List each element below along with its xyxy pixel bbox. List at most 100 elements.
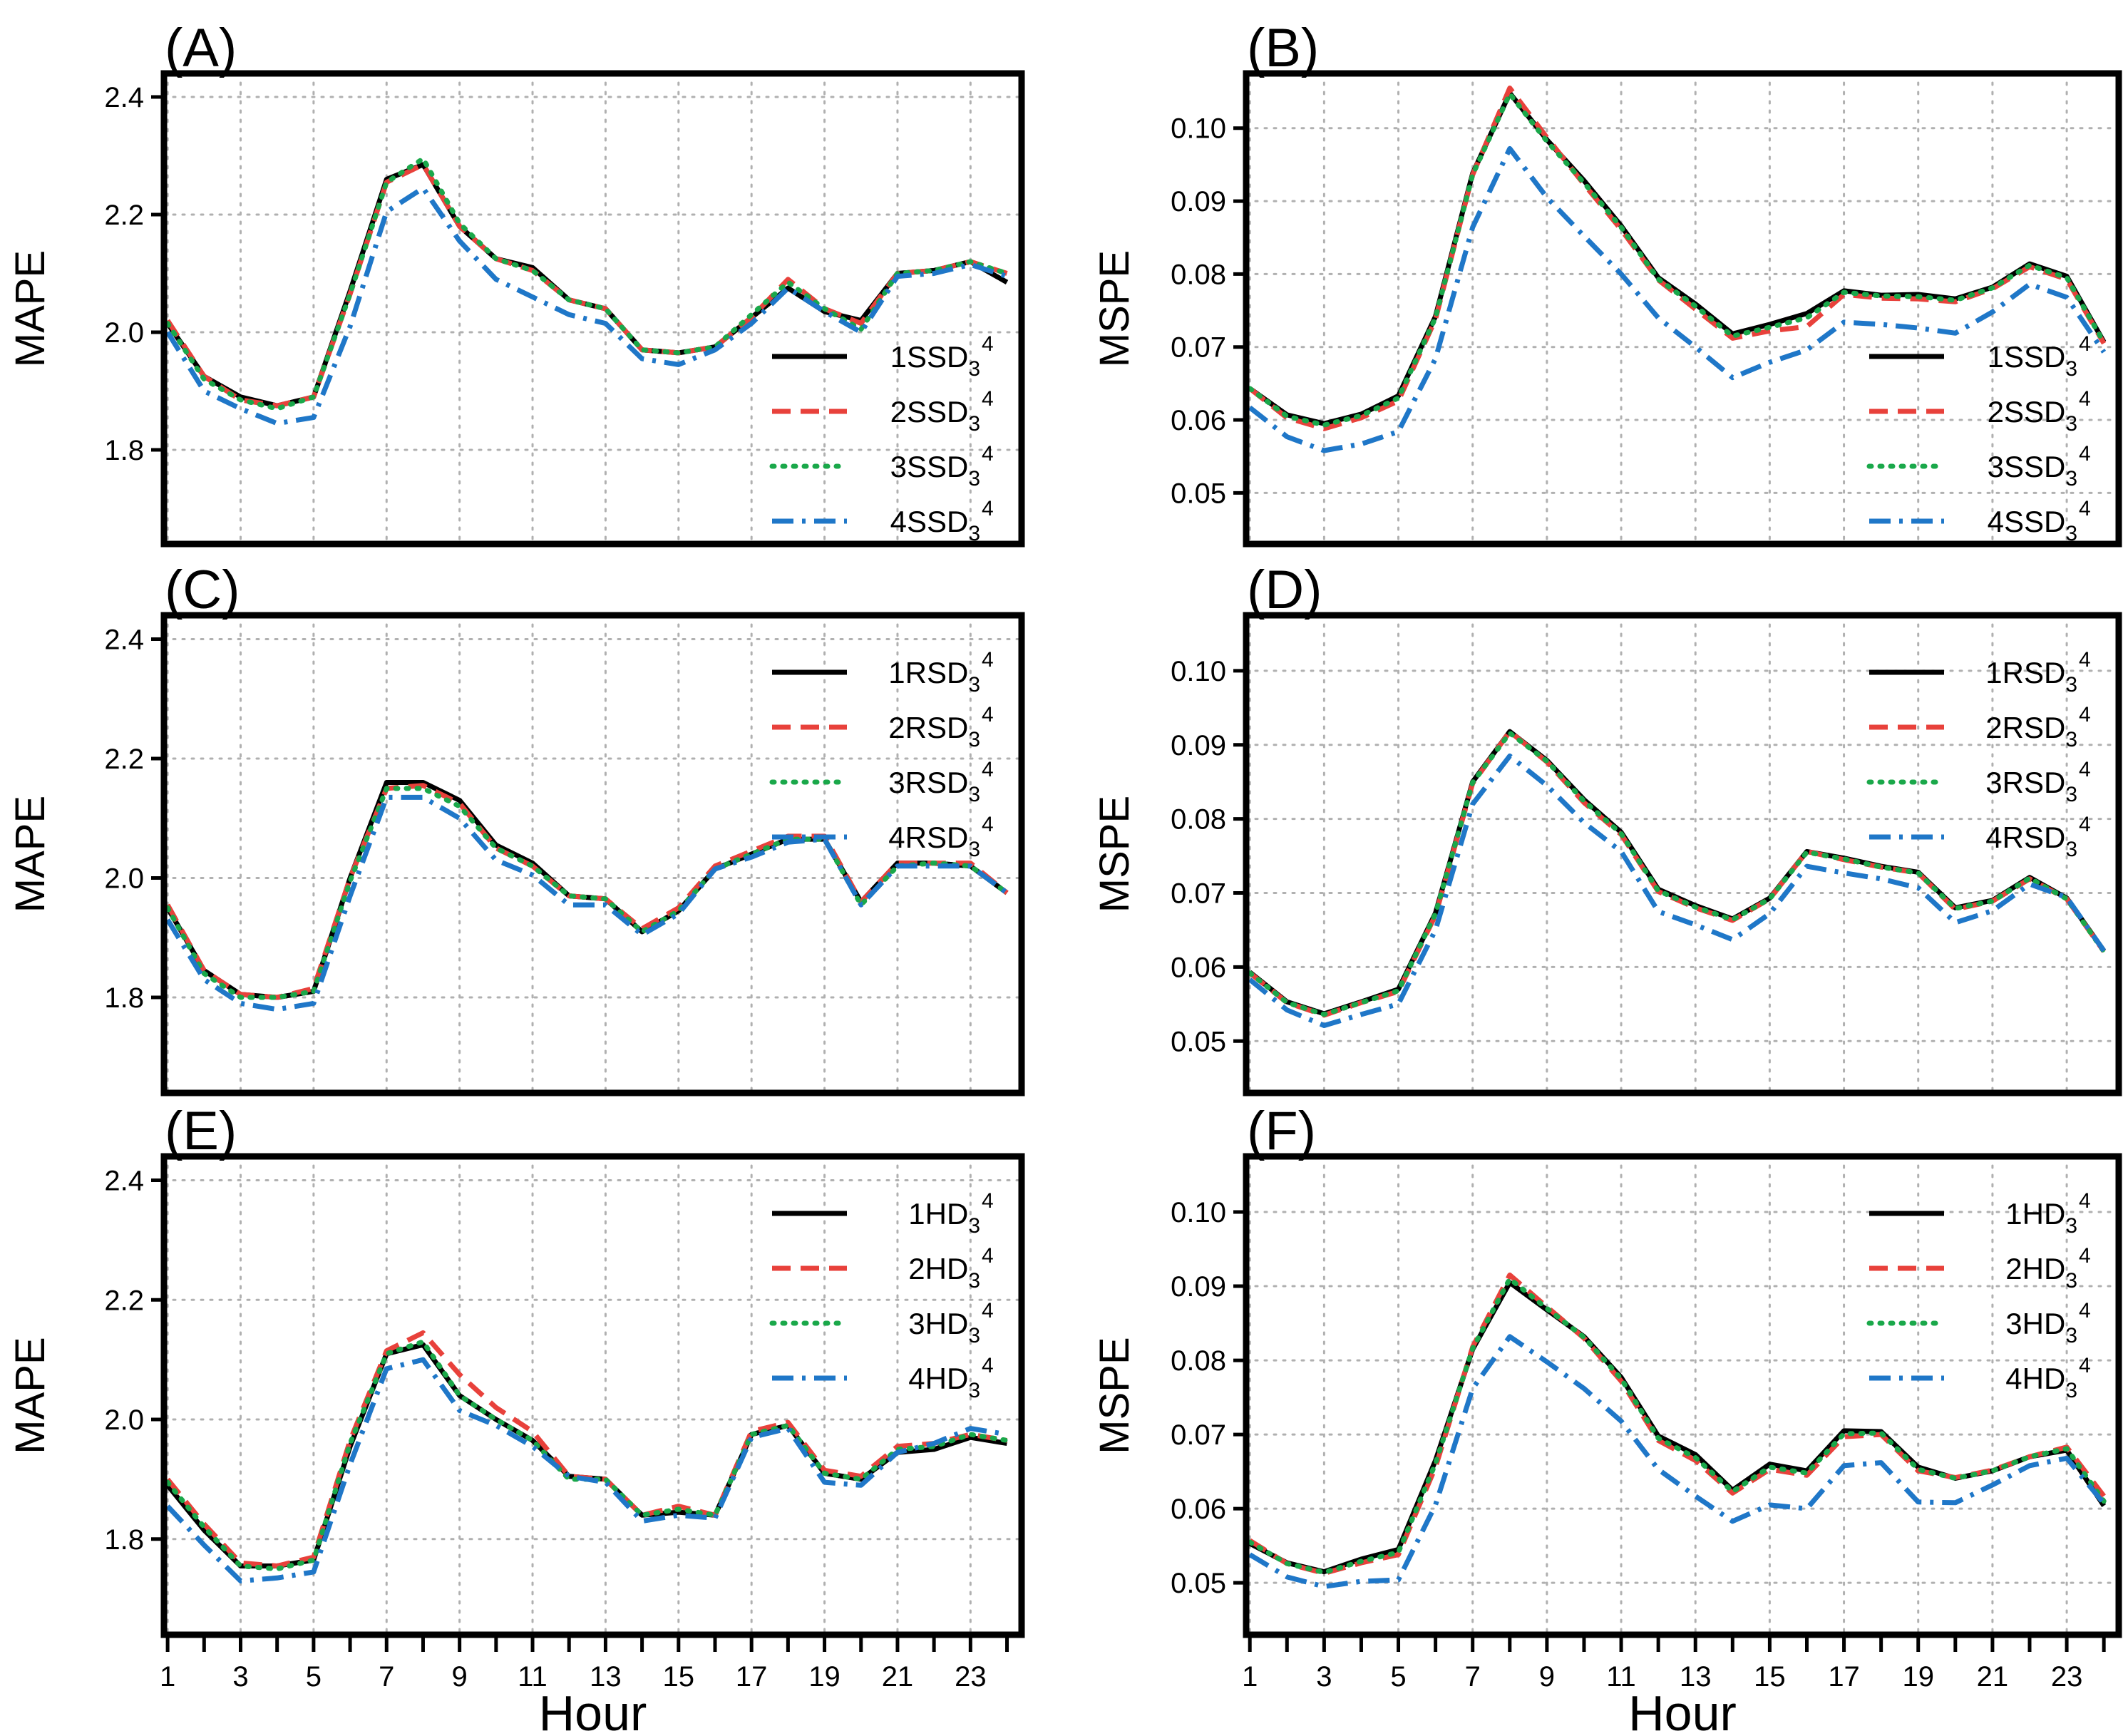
y-tick-label: 2.4 (104, 1166, 144, 1197)
y-axis-title: MAPE (7, 250, 53, 367)
y-tick-label: 0.08 (1171, 1345, 1226, 1377)
plot-frame (1243, 612, 2122, 1096)
legend-label-1: 1RSD3 (1985, 656, 2077, 697)
series-line-3ssd-3 (1247, 91, 2107, 428)
plot-frame (1243, 1153, 2122, 1638)
series-line-4ssd-4 (165, 185, 1008, 426)
series-line-3hd-3 (165, 1339, 1009, 1572)
legend-label-2: 2HD3 (2005, 1252, 2077, 1293)
legend-label-3: 3RSD3 (888, 766, 980, 806)
series-line-4rsd-4 (165, 794, 1009, 1012)
x-tick-label: 11 (1606, 1661, 1636, 1693)
legend-label-sup: 4 (2079, 1189, 2091, 1213)
y-axis-title: MAPE (7, 796, 53, 913)
series-line-3rsd-3 (1247, 730, 2107, 1017)
y-tick-label: 2.2 (104, 744, 144, 775)
y-tick-label: 0.10 (1171, 656, 1226, 687)
legend-label-1: 1RSD3 (888, 656, 980, 697)
x-tick-label: 17 (1828, 1661, 1860, 1693)
y-tick-label: 2.4 (104, 82, 144, 113)
y-axis-title: MSPE (1091, 1337, 1138, 1454)
grid (1245, 1155, 2120, 1636)
legend-label-sup: 4 (982, 442, 994, 466)
legend-label-sup: 4 (2079, 332, 2091, 356)
y-tick-label: 0.09 (1171, 730, 1226, 761)
legend-label-sup: 4 (982, 758, 994, 781)
x-axis-title: Hour (1628, 1685, 1737, 1736)
y-tick-label: 0.06 (1171, 405, 1226, 436)
legend-label-3: 3SSD3 (890, 450, 980, 491)
panel-label: (F) (1247, 1101, 1316, 1161)
series-line-2ssd-2 (165, 162, 1008, 409)
x-tick-label: 9 (452, 1661, 468, 1693)
y-axis-title: MAPE (7, 1337, 53, 1454)
series-line-1hd-1 (165, 1342, 1008, 1568)
y-tick-label: 0.10 (1171, 1197, 1226, 1228)
x-tick-label: 15 (663, 1661, 695, 1693)
legend-label-2: 2SSD3 (1988, 395, 2077, 436)
legend-label-1: 1SSD3 (890, 340, 980, 381)
panel-f: 0.050.060.070.080.090.101 3 5 7 9 11 13 15 17 19 2… (1091, 1101, 2122, 1736)
series-line-2rsd-2 (1248, 729, 2107, 1018)
y-tick-label: 0.06 (1171, 952, 1226, 983)
x-tick-label: 19 (808, 1661, 841, 1693)
legend-label-sup: 4 (2079, 703, 2091, 726)
plot-frame (160, 612, 1025, 1096)
x-tick-label: 23 (2051, 1661, 2083, 1693)
x-tick-label: 21 (1977, 1661, 2009, 1693)
panel-label: (C) (165, 560, 240, 620)
panel-c: 1.82.02.22.4MAPE(C)1RSD342RSD343RSD344RS… (7, 560, 1025, 1096)
legend-label-1: 1HD3 (2005, 1197, 2077, 1238)
legend-label-sup: 4 (982, 332, 994, 356)
grid (163, 1155, 1023, 1636)
legend-label-4: 4SSD3 (1988, 505, 2077, 545)
series-line-1rsd-1 (1248, 729, 2107, 1017)
panel-d: 0.050.060.070.080.090.10MSPE(D)1RSD342RS… (1091, 560, 2122, 1096)
y-tick-label: 0.08 (1171, 259, 1226, 290)
series-line-3ssd-3 (165, 156, 1009, 411)
grid (1245, 72, 2120, 545)
series-line-2hd-2 (1248, 1272, 2106, 1576)
y-tick-label: 0.07 (1171, 878, 1226, 910)
x-tick-label: 1 (160, 1661, 175, 1693)
legend-label-3: 3SSD3 (1988, 450, 2077, 491)
x-tick-label: 3 (232, 1661, 248, 1693)
y-tick-label: 0.10 (1171, 113, 1226, 145)
x-axis-title: Hour (539, 1685, 647, 1736)
panel-b: 0.050.060.070.080.090.10MSPE(B)1SSD342SS… (1091, 18, 2122, 548)
legend-label-3: 3HD3 (908, 1307, 980, 1347)
legend-label-sup: 4 (982, 1244, 994, 1268)
legend-label-sup: 4 (2079, 758, 2091, 781)
series-line-2rsd-2 (165, 783, 1009, 1000)
legend-label-sup: 4 (982, 703, 994, 726)
legend-label-sup: 4 (982, 813, 994, 836)
legend-label-sup: 4 (982, 387, 994, 411)
y-tick-label: 0.05 (1171, 478, 1226, 509)
x-tick-label: 17 (736, 1661, 768, 1693)
series-line-3hd-3 (1247, 1276, 2107, 1576)
x-tick-label: 21 (882, 1661, 914, 1693)
series-line-1rsd-1 (165, 780, 1009, 1000)
y-axis-title: MSPE (1091, 250, 1138, 367)
x-tick-label: 7 (379, 1661, 394, 1693)
legend-label-3: 3HD3 (2005, 1307, 2077, 1347)
grid (1245, 614, 2120, 1094)
series-line-3rsd-3 (165, 786, 1009, 1000)
legend-label-sup: 4 (2079, 497, 2091, 520)
x-tick-label: 13 (1680, 1661, 1712, 1693)
legend-label-sup: 4 (982, 497, 994, 520)
plot-frame (1243, 70, 2122, 548)
y-tick-label: 2.0 (104, 863, 144, 895)
x-tick-label: 5 (306, 1661, 322, 1693)
plot-frame (160, 1153, 1025, 1638)
legend-label-4: 4SSD3 (890, 505, 980, 545)
y-tick-label: 0.09 (1171, 186, 1226, 217)
legend-label-4: 4RSD3 (1985, 821, 2077, 861)
legend-label-2: 2SSD3 (890, 395, 980, 436)
series-line-1ssd-1 (1248, 91, 2107, 426)
series-line-2hd-2 (165, 1330, 1008, 1568)
